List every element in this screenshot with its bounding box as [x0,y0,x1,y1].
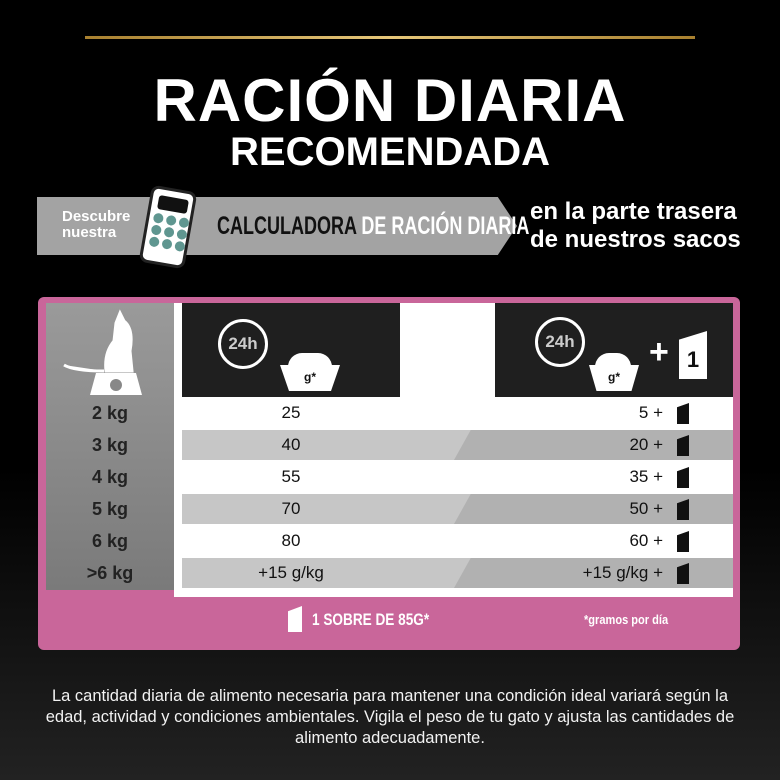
unit-note: *gramos por día [584,612,669,627]
bowl-icon: g* [589,365,639,391]
calculator-banner [37,197,517,255]
mixed-amount-cell: 60 + [629,531,663,550]
side-line-1: en la parte trasera [530,198,737,225]
banner-title-light: DE RACIÓN DIARIA [361,212,530,240]
table-row: 3 kg 40 20 + [46,429,733,461]
dry-amount-cell: 40 [281,435,301,454]
gold-divider [85,36,695,39]
row-shade-left [182,494,472,524]
page-title: RACIÓN DIARIA [153,67,627,134]
cat-on-scale-icon [63,309,142,395]
pouch-icon: 1 [679,331,707,379]
bowl-icon: g* [280,365,340,391]
weight-cell: 2 kg [91,403,129,423]
weight-cell: 4 kg [91,467,129,487]
mixed-amount-cell: 20 + [629,435,663,454]
pouch-icon [288,606,302,632]
plus-sign: + [649,333,669,371]
dry-only-header: 24h g* [182,303,400,397]
banner-title-dark: CALCULADORA [217,212,357,240]
weight-cell: >6 kg [86,563,134,583]
food-icon [288,353,332,367]
pouch-size-label: 1 SOBRE DE 85G* [312,610,430,629]
table-row: 4 kg 55 35 + [46,461,733,493]
table-row: 6 kg 80 60 + [46,525,733,557]
dry-amount-cell: 80 [281,531,301,550]
pouch-icon [677,403,689,424]
pouch-icon [677,531,689,552]
dry-amount-cell: 55 [281,467,301,486]
mixed-amount-cell: 5 + [638,403,663,422]
row-shade-right [454,494,733,524]
row-shade-right [454,430,733,460]
weight-cell: 6 kg [91,531,129,551]
clock-24h-icon: 24h [535,317,585,367]
weight-column [46,303,174,590]
dry-amount-cell: 70 [281,499,301,518]
page-subtitle: RECOMENDADA [230,130,550,174]
row-shade-left [182,430,472,460]
pouch-icon [677,563,689,584]
table-row: >6 kg +15 g/kg +15 g/kg + [46,557,733,589]
mixed-amount-cell: +15 g/kg + [582,563,663,582]
table-row: 5 kg 70 50 + [46,493,733,525]
clock-24h-icon: 24h [218,319,268,369]
or-label: Or [435,335,460,357]
banner-lead-2: nuestra [62,224,117,241]
dry-amount-cell: 25 [281,403,301,422]
row-shade-left [182,558,472,588]
dry-amount-cell: +15 g/kg [258,563,324,582]
pouch-icon [677,467,689,488]
weight-cell: 3 kg [91,435,129,455]
mixed-amount-cell: 50 + [629,499,663,518]
weight-cell: 5 kg [91,499,129,519]
table-row: 2 kg 25 5 + [46,397,733,429]
banner-lead-1: Descubre [62,208,131,225]
food-icon [595,353,631,367]
pouch-icon [677,435,689,456]
mixed-amount-cell: 35 + [629,467,663,486]
side-line-2: de nuestros sacos [530,226,741,253]
banner-title: CALCULADORA DE RACIÓN DIARIA [217,212,529,241]
pouch-icon [677,499,689,520]
mixed-header: 24h g* + 1 [495,303,733,397]
banner-lead: Descubre nuestra [62,209,130,241]
disclaimer-text: La cantidad diaria de alimento necesaria… [45,687,735,747]
banner-side-text: en la parte trasera de nuestros sacos [530,198,741,254]
